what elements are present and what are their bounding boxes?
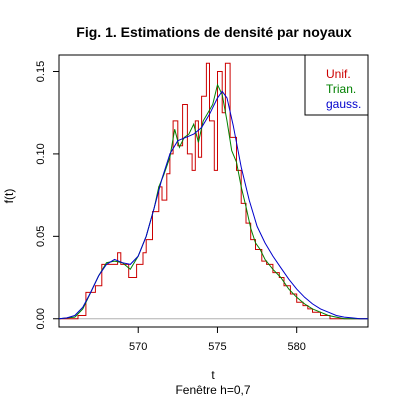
y-tick-label: 0.00 xyxy=(35,308,47,329)
y-axis: 0.00 0.05 0.10 0.15 xyxy=(35,61,59,329)
y-tick-label: 0.05 xyxy=(35,226,47,247)
legend-entry-2: Trian. xyxy=(326,82,356,96)
plot-area: 570 575 580 0.00 0.05 0.10 0.15 xyxy=(35,54,369,353)
legend: Unif.Trian.gauss. xyxy=(304,54,369,116)
legend-entry-3: gauss. xyxy=(326,97,361,111)
y-tick-label: 0.10 xyxy=(35,143,47,164)
chart-title: Fig. 1. Estimations de densité par noyau… xyxy=(76,24,352,40)
y-axis-label: f(t) xyxy=(2,189,16,204)
legend-entry-1: Unif. xyxy=(326,67,351,81)
x-axis-label: t xyxy=(211,368,215,382)
series-line-1 xyxy=(59,62,368,320)
x-axis-sublabel: Fenêtre h=0,7 xyxy=(175,383,250,397)
series-line-3 xyxy=(58,90,368,320)
x-tick-label: 575 xyxy=(208,341,226,353)
x-axis: 570 575 580 xyxy=(129,327,306,353)
x-tick-label: 580 xyxy=(288,341,306,353)
x-tick-label: 570 xyxy=(129,341,147,353)
plot-frame xyxy=(58,54,369,328)
series-layer xyxy=(58,62,368,320)
legend-box xyxy=(304,54,369,116)
series-line-2 xyxy=(58,83,368,320)
y-tick-label: 0.15 xyxy=(35,61,47,82)
